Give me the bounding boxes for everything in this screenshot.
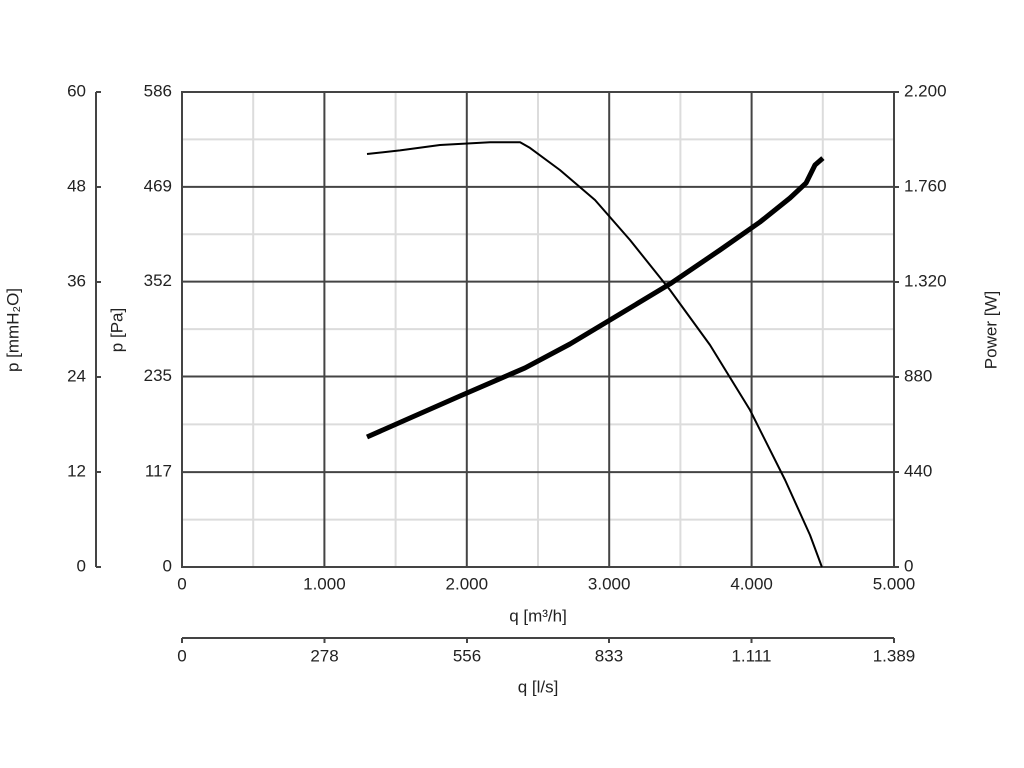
- y3-axis-label: p [mmH₂O]: [3, 288, 22, 372]
- y2-tick-label: 1.320: [904, 271, 947, 290]
- x2-axis-label: q [l/s]: [518, 677, 559, 696]
- curve: [366, 141, 823, 568]
- y3-tick-label: 60: [67, 81, 86, 100]
- curve: [365, 156, 825, 440]
- x2-tick-label: 833: [595, 646, 623, 665]
- y3-tick-label: 24: [67, 366, 86, 385]
- x2-tick-label: 1.389: [873, 646, 916, 665]
- y3-tick-label: 36: [67, 271, 86, 290]
- y2-axis-label: Power [W]: [981, 291, 1000, 369]
- y3-tick-label: 12: [67, 461, 86, 480]
- x-axis-label: q [m³/h]: [509, 606, 567, 625]
- y-tick-label: 352: [144, 271, 172, 290]
- x-tick-label: 0: [177, 574, 186, 593]
- y-tick-label: 0: [163, 556, 172, 575]
- y-tick-label: 235: [144, 366, 172, 385]
- x2-tick-label: 1.111: [731, 646, 771, 665]
- y2-tick-label: 440: [904, 461, 932, 480]
- x-tick-label: 4.000: [730, 574, 773, 593]
- y-axis-label: p [Pa]: [107, 308, 126, 352]
- y2-tick-label: 1.760: [904, 176, 947, 195]
- plot-frame: [181, 91, 895, 568]
- y3-tick-label: 0: [77, 556, 86, 575]
- x-tick-label: 1.000: [303, 574, 346, 593]
- x-tick-label: 2.000: [446, 574, 489, 593]
- x2-tick-label: 0: [177, 646, 186, 665]
- x2-tick-label: 556: [453, 646, 481, 665]
- y-tick-label: 469: [144, 176, 172, 195]
- x-tick-label: 3.000: [588, 574, 631, 593]
- y3-tick-label: 48: [67, 176, 86, 195]
- x2-tick-label: 278: [310, 646, 338, 665]
- y2-tick-label: 2.200: [904, 81, 947, 100]
- y2-tick-label: 880: [904, 366, 932, 385]
- x-tick-label: 5.000: [873, 574, 916, 593]
- y-tick-label: 586: [144, 81, 172, 100]
- y-tick-label: 117: [145, 462, 172, 481]
- y2-tick-label: 0: [904, 556, 913, 575]
